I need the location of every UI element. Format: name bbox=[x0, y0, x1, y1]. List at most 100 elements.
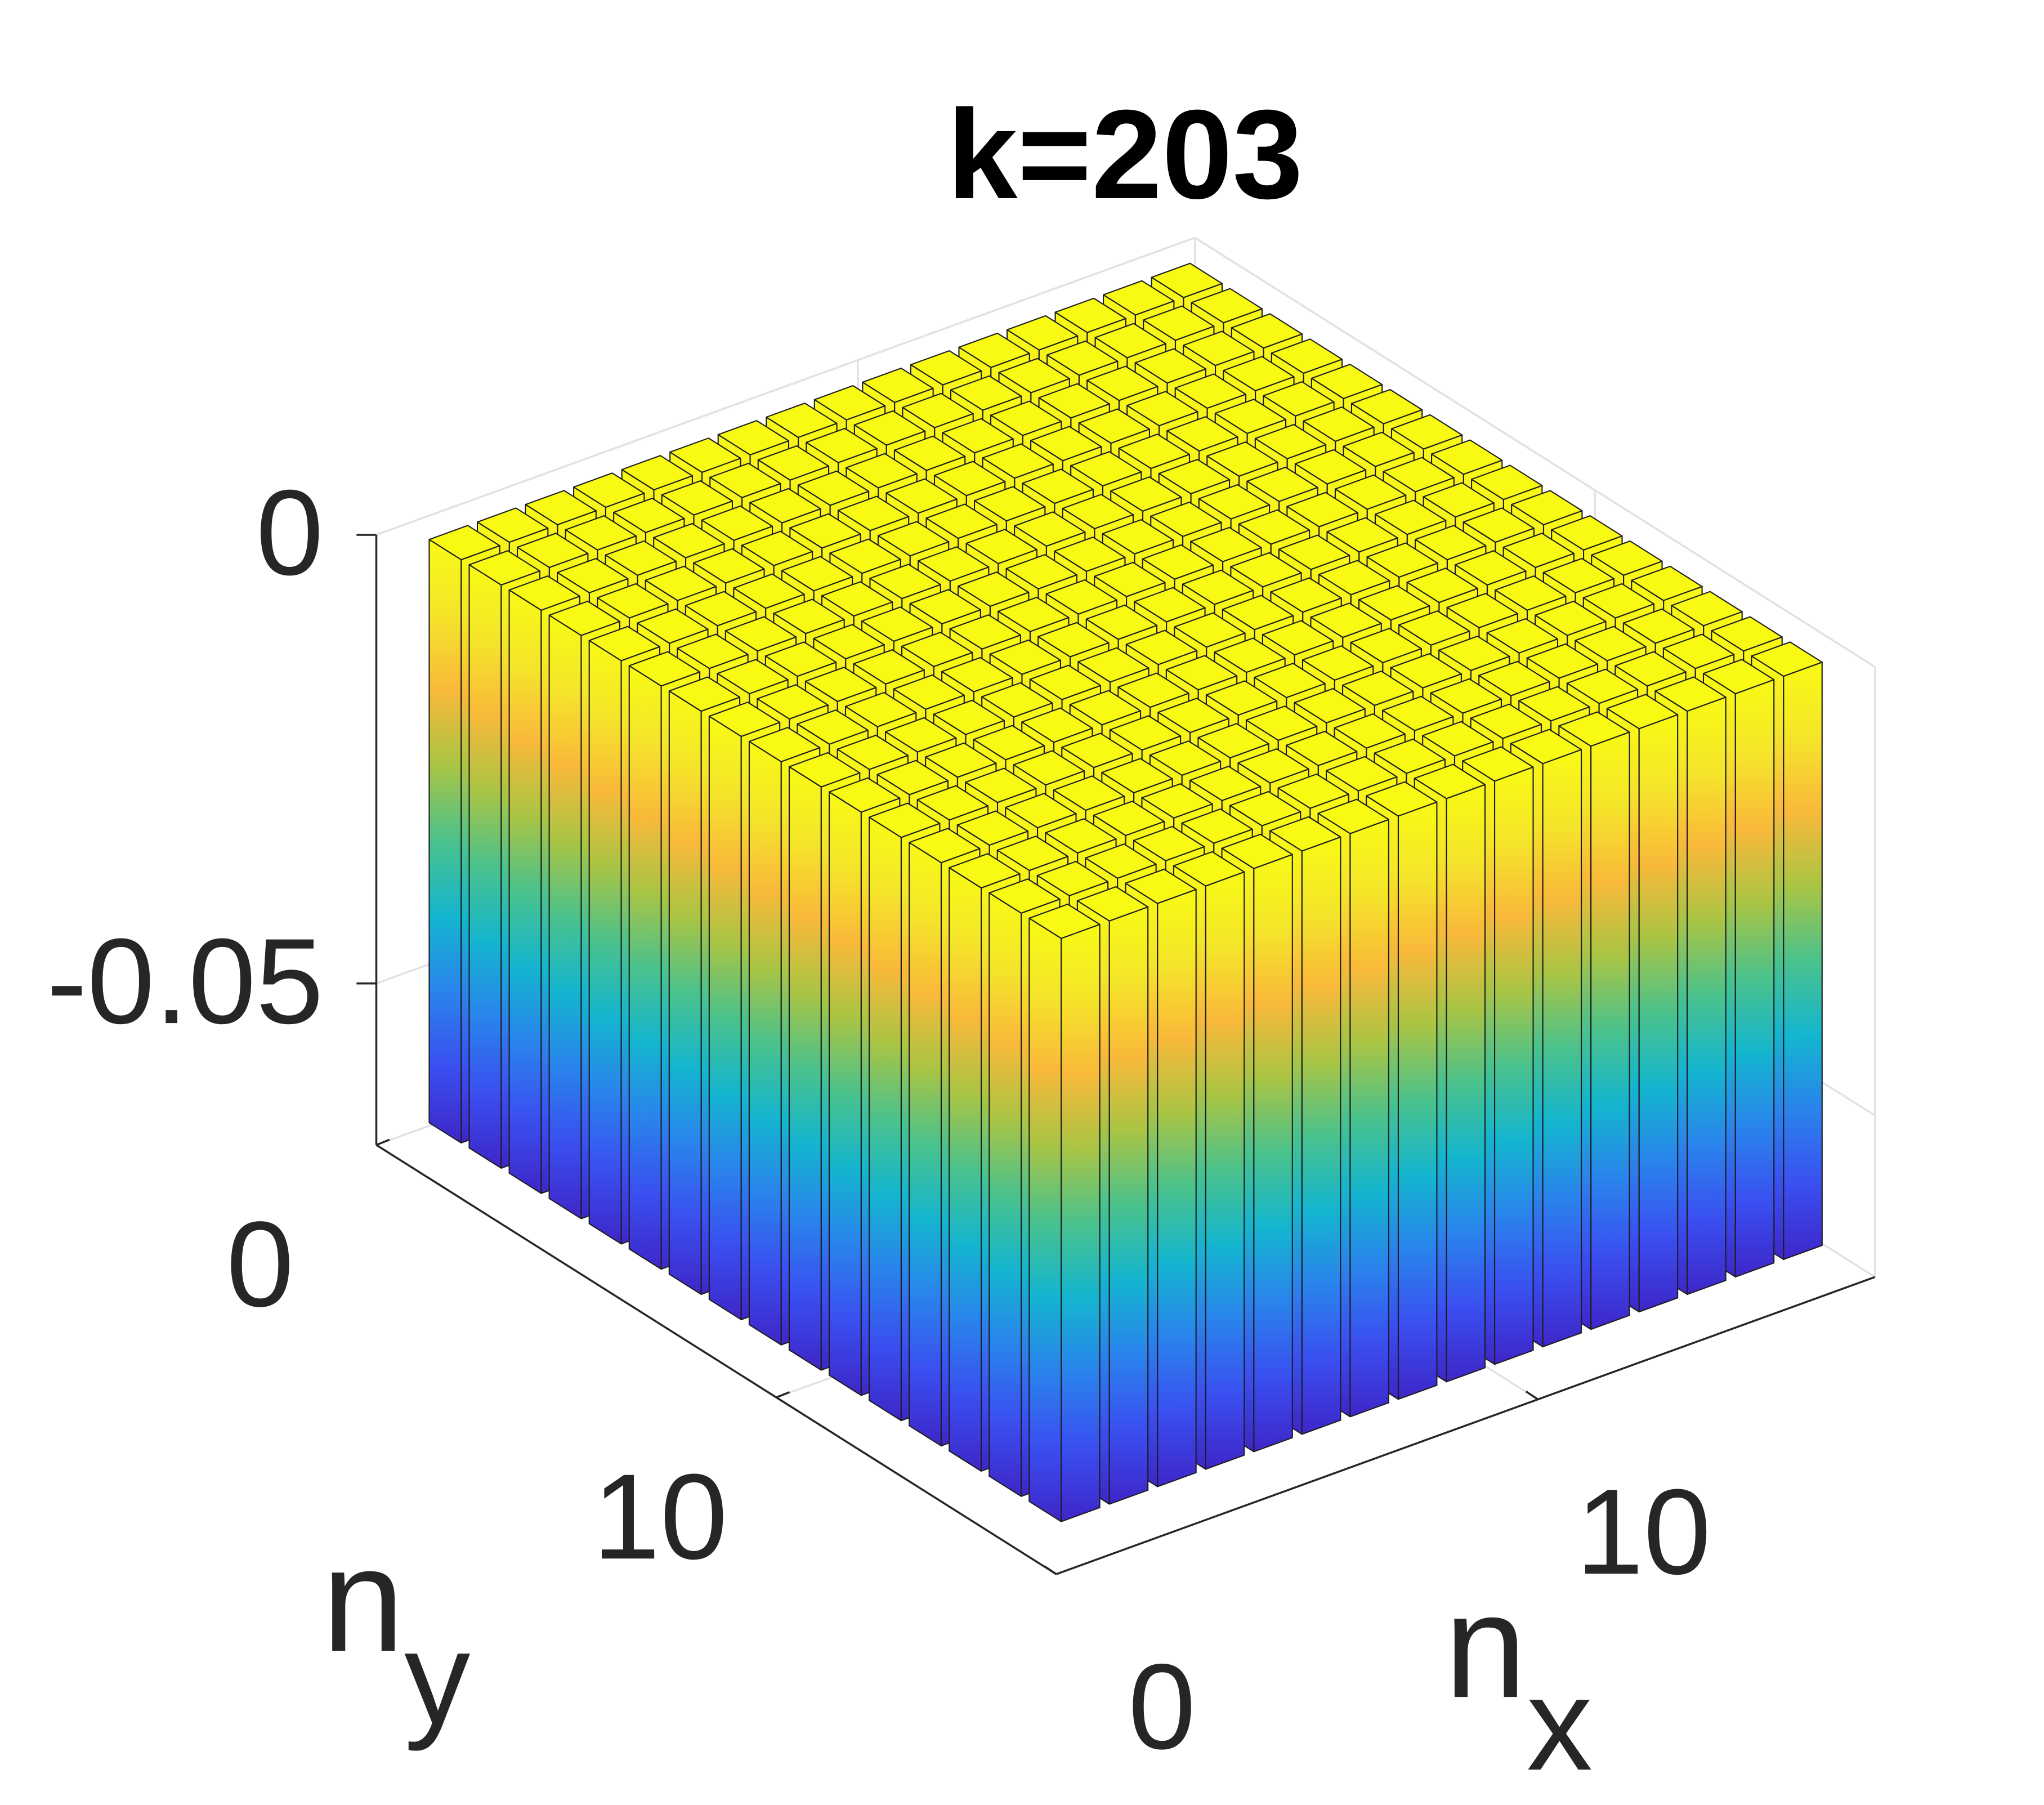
bar-face-front bbox=[1301, 836, 1341, 1435]
bar-face-top bbox=[1223, 356, 1295, 392]
bar-face-top bbox=[1181, 808, 1253, 844]
bar-face-top bbox=[1069, 690, 1142, 726]
bar-face-top bbox=[989, 639, 1061, 675]
bar-face-top bbox=[853, 649, 925, 685]
bar-face-left bbox=[468, 564, 502, 1169]
bar-face-top bbox=[885, 478, 958, 514]
bar-face-top bbox=[1614, 651, 1687, 687]
bar-face-top bbox=[573, 472, 645, 508]
bar-face-top bbox=[588, 626, 661, 662]
y-label-sub: y bbox=[404, 1604, 470, 1752]
y-tick bbox=[776, 1391, 790, 1399]
bar-face-top bbox=[821, 581, 893, 617]
grid-line bbox=[375, 236, 1196, 536]
bar-face-top bbox=[1269, 816, 1341, 852]
bar-face-top bbox=[869, 802, 941, 838]
bar-face-top bbox=[1350, 628, 1422, 663]
bar-face-top bbox=[950, 375, 1022, 411]
bar-face-top bbox=[893, 435, 966, 471]
bar-face-top bbox=[828, 777, 901, 813]
bar-face-top bbox=[1358, 585, 1430, 621]
bar-face-top bbox=[1214, 399, 1287, 434]
bar-face-top bbox=[1262, 620, 1334, 656]
bar-face-top bbox=[1591, 540, 1663, 576]
bar-face-top bbox=[1486, 618, 1559, 654]
bar-face-top bbox=[1157, 698, 1229, 734]
bar-face-top bbox=[1221, 833, 1293, 869]
bar-face-top bbox=[973, 486, 1046, 522]
bar-face-front bbox=[1687, 696, 1727, 1295]
bar-face-top bbox=[1301, 645, 1374, 681]
bar-face-top bbox=[1271, 338, 1343, 374]
bar-face-top bbox=[1558, 711, 1630, 747]
bar-face-top bbox=[1198, 484, 1271, 520]
bar-face-top bbox=[1229, 790, 1301, 826]
bar-face-top bbox=[1118, 434, 1191, 470]
bar-face-top bbox=[1438, 635, 1510, 671]
bar-face-top bbox=[1334, 713, 1406, 749]
bar-face-top bbox=[942, 418, 1014, 454]
bar-face-top bbox=[1382, 695, 1454, 731]
x-tick-label: 0 bbox=[1128, 1639, 1196, 1775]
bar-face-top bbox=[1183, 330, 1255, 367]
bar-face-top bbox=[597, 583, 669, 619]
bar-face-top bbox=[1582, 583, 1655, 619]
bar-face-top bbox=[1414, 763, 1486, 799]
bar-face-top bbox=[1102, 519, 1174, 555]
bar-face-top bbox=[909, 589, 981, 625]
bar-face-top bbox=[1566, 668, 1639, 704]
bar-face-top bbox=[1495, 575, 1567, 611]
bar-face-top bbox=[1103, 280, 1175, 316]
bar-face-top bbox=[1143, 305, 1215, 341]
bar-face-top bbox=[1174, 612, 1246, 648]
bar-face-top bbox=[925, 503, 998, 539]
bar-face-front bbox=[1734, 679, 1775, 1278]
bar-face-top bbox=[1246, 466, 1318, 502]
bar-face-top bbox=[1277, 773, 1349, 809]
bar-face-front bbox=[1446, 784, 1486, 1383]
bar-face-top bbox=[949, 614, 1021, 650]
bar-face-top bbox=[645, 565, 717, 601]
bar-face-front bbox=[1205, 871, 1245, 1470]
bar-face-top bbox=[757, 684, 829, 720]
bar-face-top bbox=[565, 515, 637, 551]
bar-face-top bbox=[885, 717, 957, 753]
bar-face-top bbox=[1070, 451, 1142, 487]
bar-face-top bbox=[757, 445, 830, 481]
bar-face-top bbox=[653, 522, 725, 559]
bar-face-top bbox=[1310, 602, 1382, 638]
bar-face-top bbox=[733, 573, 805, 609]
bar-face-top bbox=[1702, 659, 1775, 695]
bar-face-top bbox=[837, 495, 910, 531]
bar-face-top bbox=[958, 332, 1030, 368]
z-tick-label: -0.05 bbox=[47, 913, 324, 1049]
y-axis bbox=[375, 1144, 1057, 1575]
bar-face-top bbox=[1254, 423, 1327, 459]
bar-face-top bbox=[1054, 537, 1126, 572]
bar-face-top bbox=[1317, 798, 1389, 834]
bar-face-left bbox=[909, 842, 942, 1447]
bar-face-top bbox=[949, 853, 1021, 889]
bar-face-top bbox=[1278, 534, 1350, 570]
bar-face-top bbox=[1430, 678, 1502, 714]
bar-face-top bbox=[748, 727, 821, 762]
bar-face-top bbox=[1110, 476, 1182, 512]
bar-face-top bbox=[685, 591, 757, 627]
bar-face-top bbox=[862, 367, 934, 403]
bar-face-top bbox=[1190, 526, 1262, 562]
bar-face-top bbox=[853, 410, 926, 446]
bar-face-top bbox=[701, 505, 773, 541]
x-label-sub: x bbox=[1527, 1650, 1593, 1798]
bar-face-top bbox=[1511, 490, 1583, 526]
bar-face-left bbox=[748, 740, 782, 1346]
bar-face-top bbox=[1294, 449, 1367, 485]
grid-line bbox=[1194, 236, 1876, 668]
bar-face-top bbox=[668, 676, 741, 712]
y-axis-label: ny bbox=[322, 1517, 470, 1752]
bar-face-top bbox=[925, 742, 997, 778]
bar-face-top bbox=[813, 624, 885, 660]
bar-face-top bbox=[1662, 633, 1735, 669]
bar-face-top bbox=[1374, 499, 1447, 535]
